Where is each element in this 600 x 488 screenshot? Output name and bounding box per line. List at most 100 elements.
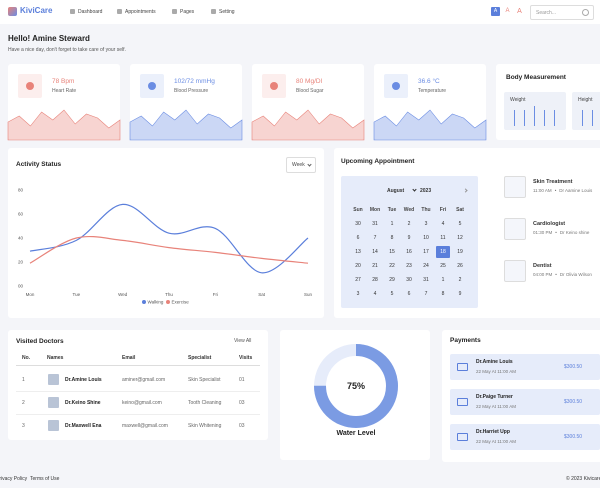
calendar-day[interactable]: 31 bbox=[372, 221, 378, 227]
stat-value: 36.6 °C bbox=[418, 78, 440, 85]
appointment-detail: 11:00 AMDr Aamine Louis bbox=[533, 188, 592, 193]
calendar-day[interactable]: 5 bbox=[390, 291, 394, 297]
calendar-day[interactable]: 24 bbox=[423, 263, 429, 269]
x-tick-label: Wed bbox=[118, 292, 128, 297]
font-size-button[interactable]: A bbox=[517, 8, 522, 15]
calendar-day[interactable]: 26 bbox=[457, 263, 463, 269]
calendar-day[interactable]: 20 bbox=[355, 263, 361, 269]
font-size-button[interactable]: A bbox=[505, 8, 510, 14]
payment-row: Dr.Paige Turner 22 May At 11:00 AM $300.50 bbox=[450, 389, 600, 415]
appointment-title: Cardiologist bbox=[533, 221, 566, 227]
weekday: Sun bbox=[353, 207, 363, 213]
footer-link[interactable]: Privacy Policy bbox=[0, 476, 28, 482]
payment-amount: $300.50 bbox=[564, 364, 583, 370]
calendar-day[interactable]: 6 bbox=[407, 291, 411, 297]
calendar-day[interactable]: 13 bbox=[355, 249, 361, 255]
nav-icon bbox=[172, 9, 177, 14]
calendar-day[interactable]: 27 bbox=[355, 277, 361, 283]
stat-card: 78 Bpm Heart Rate bbox=[8, 64, 120, 140]
measurement-box: Weight bbox=[504, 92, 566, 130]
card-title: Visited Doctors bbox=[16, 338, 64, 345]
calendar-day[interactable]: 8 bbox=[441, 291, 445, 297]
legend-label: Exercise bbox=[172, 300, 190, 305]
stat-label: Heart Rate bbox=[52, 88, 77, 94]
measurement-label: Weight bbox=[510, 97, 526, 103]
calendar-day[interactable]: 19 bbox=[457, 249, 463, 255]
weekday: Sat bbox=[456, 207, 464, 213]
weekday: Wed bbox=[403, 207, 415, 213]
view-all-link[interactable]: View All bbox=[234, 338, 252, 344]
calendar-day[interactable]: 31 bbox=[423, 277, 429, 283]
x-tick-label: Thu bbox=[165, 292, 173, 297]
filter-dropdown[interactable]: Week bbox=[286, 157, 316, 173]
calendar-day[interactable]: 14 bbox=[372, 249, 378, 255]
logo-icon bbox=[8, 7, 17, 16]
calendar-day[interactable]: 2 bbox=[407, 221, 411, 227]
sparkline bbox=[129, 109, 243, 141]
appointment-doctor: Dr Aamine Louis bbox=[552, 188, 593, 193]
calendar-day[interactable]: 2 bbox=[458, 277, 462, 283]
calendar-day[interactable]: 21 bbox=[372, 263, 378, 269]
table-header: Email bbox=[122, 355, 136, 361]
calendar-day[interactable]: 5 bbox=[458, 221, 462, 227]
calendar-day[interactable]: 3 bbox=[356, 291, 360, 297]
sparkline bbox=[7, 109, 121, 141]
sparkline bbox=[251, 109, 365, 141]
greeting-title: Hello! Amine Steward bbox=[8, 34, 90, 43]
calendar: August 2023 Sun Mon Tue Wed Thu Fri Sat 30 31 1 2 3 4 5… bbox=[341, 176, 478, 308]
calendar-day[interactable]: 18 bbox=[436, 246, 450, 258]
table-cell: Dr.Keino Shine bbox=[65, 400, 101, 406]
calendar-day[interactable]: 3 bbox=[424, 221, 428, 227]
table-cell: 01 bbox=[239, 377, 245, 383]
footer-copyright: © 2023 Kivicare bbox=[566, 476, 600, 482]
calendar-day[interactable]: 15 bbox=[389, 249, 395, 255]
weekday: Thu bbox=[421, 207, 431, 213]
nav-link[interactable]: Pages bbox=[180, 9, 195, 15]
calendar-day[interactable]: 23 bbox=[406, 263, 412, 269]
calendar-day[interactable]: 8 bbox=[390, 235, 394, 241]
appointment-title: Skin Treatment bbox=[533, 179, 573, 185]
calendar-day[interactable]: 6 bbox=[356, 235, 360, 241]
nav-link[interactable]: Appointments bbox=[125, 9, 156, 15]
footer-link[interactable]: Terms of Use bbox=[30, 476, 60, 482]
calendar-month: August bbox=[387, 188, 405, 194]
calendar-year: 2023 bbox=[420, 188, 432, 194]
calendar-day[interactable]: 29 bbox=[389, 277, 395, 283]
table-cell: Dr.Amine Louis bbox=[65, 377, 102, 383]
calendar-day[interactable]: 25 bbox=[440, 263, 446, 269]
calendar-day[interactable]: 11 bbox=[440, 235, 446, 241]
appointment-icon bbox=[504, 218, 526, 240]
calendar-day[interactable]: 9 bbox=[407, 235, 411, 241]
appointment-detail: 04:00 PMDr Olivia Wilson bbox=[533, 272, 592, 277]
table-cell: aminer@gmail.com bbox=[122, 377, 166, 383]
calendar-day[interactable]: 17 bbox=[423, 249, 429, 255]
logo: KiviCare bbox=[20, 6, 53, 15]
calendar-day[interactable]: 30 bbox=[355, 221, 361, 227]
stat-value: 80 Mg/Dl bbox=[296, 78, 323, 85]
calendar-day[interactable]: 10 bbox=[423, 235, 429, 241]
x-tick-label: Mon bbox=[26, 292, 35, 297]
calendar-day[interactable]: 16 bbox=[406, 249, 412, 255]
font-size-button[interactable]: A bbox=[491, 7, 500, 16]
measurement-tick bbox=[514, 110, 515, 126]
stat-icon-glyph bbox=[270, 82, 278, 90]
calendar-day[interactable]: 28 bbox=[372, 277, 378, 283]
calendar-day[interactable]: 1 bbox=[441, 277, 445, 283]
payment-row: Dr.Harriet Upp 22 May At 11:00 AM $300.50 bbox=[450, 424, 600, 450]
calendar-day[interactable]: 12 bbox=[457, 235, 463, 241]
calendar-day[interactable]: 7 bbox=[373, 235, 377, 241]
nav-link[interactable]: Dashboard bbox=[78, 9, 103, 15]
nav-link[interactable]: Setting bbox=[219, 9, 235, 15]
calendar-day[interactable]: 1 bbox=[390, 221, 394, 227]
calendar-day[interactable]: 7 bbox=[424, 291, 428, 297]
search-box[interactable]: Search... bbox=[530, 5, 594, 20]
table-cell: 3 bbox=[22, 423, 25, 429]
calendar-day[interactable]: 4 bbox=[441, 221, 445, 227]
calendar-day[interactable]: 9 bbox=[458, 291, 462, 297]
doctor-avatar bbox=[48, 374, 59, 385]
card-title: Body Measurement bbox=[506, 74, 566, 81]
calendar-day[interactable]: 22 bbox=[389, 263, 395, 269]
appointment-time: 11:00 AM bbox=[533, 188, 552, 193]
calendar-day[interactable]: 4 bbox=[373, 291, 377, 297]
calendar-day[interactable]: 30 bbox=[406, 277, 412, 283]
